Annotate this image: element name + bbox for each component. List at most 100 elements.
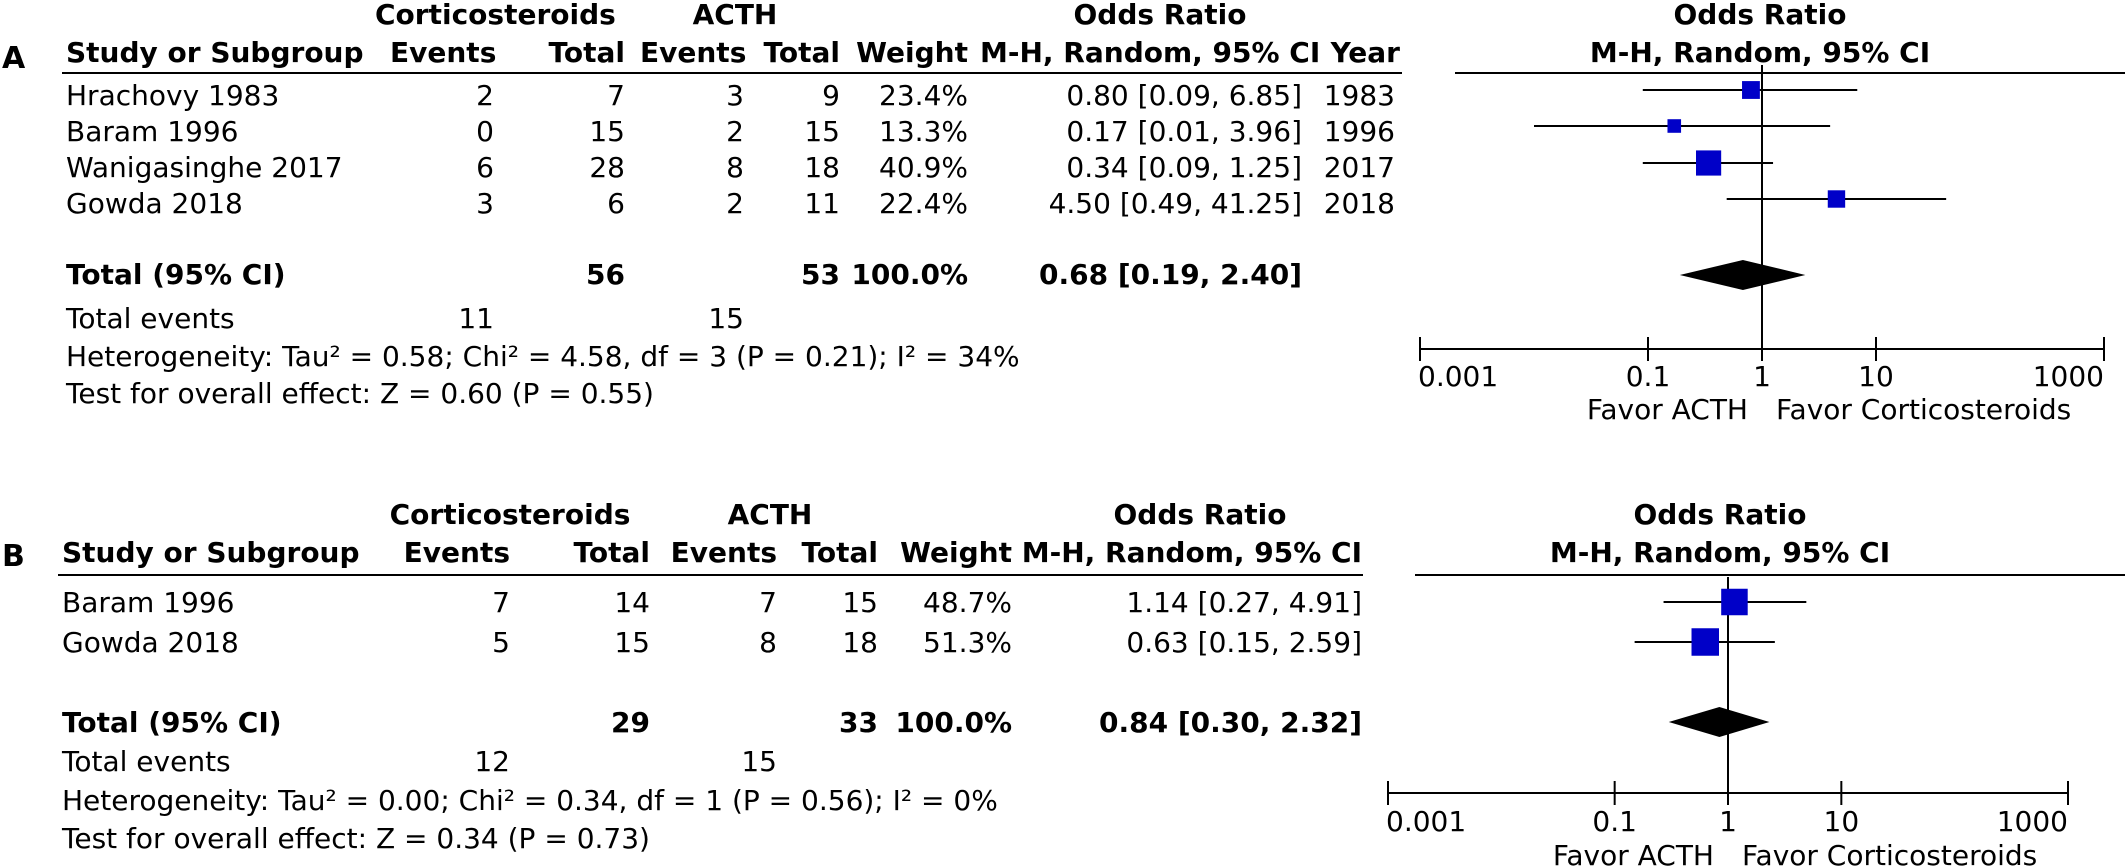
column-header-study: Study or Subgroup (62, 536, 360, 569)
column-header-exp-total: Total (573, 536, 651, 569)
odds-ratio-ci-cell: 0.63 [0.15, 2.59] (1126, 626, 1362, 659)
overall-effect-text: Test for overall effect: Z = 0.34 (P = 0… (62, 822, 650, 855)
pooled-estimate-diamond (1668, 707, 1770, 737)
odds-ratio-ci-cell: 0.17 [0.01, 3.96] (1066, 115, 1302, 148)
study-point-estimate (1827, 190, 1846, 208)
odds-ratio-ci-cell: 1.14 [0.27, 4.91] (1126, 586, 1362, 619)
exp-events-cell: 3 (476, 187, 494, 220)
exp-total-cell: 14 (614, 586, 650, 619)
column-header-ctl-events: Events (670, 536, 777, 569)
study-point-estimate (1695, 150, 1722, 176)
weight-cell: 40.9% (879, 151, 968, 184)
column-header-study: Study or Subgroup (66, 36, 364, 69)
total-label: Total (95% CI) (66, 258, 286, 291)
x-axis-tick-label: 0.1 (1592, 805, 1637, 838)
ctl-events-cell: 8 (726, 151, 744, 184)
total-exp-total: 29 (611, 706, 650, 739)
study-name: Wanigasinghe 2017 (66, 151, 343, 184)
total-events-ctl: 15 (741, 745, 777, 778)
x-axis-tick-label: 0.001 (1386, 805, 1466, 838)
forest-plot-a: 0.001 0.1 1 10 1000 Favor ACTH Favor Corticost… (1418, 65, 2105, 426)
ctl-total-cell: 15 (842, 586, 878, 619)
ctl-total-cell: 18 (842, 626, 878, 659)
total-ctl-total: 53 (801, 258, 840, 291)
study-point-estimate (1667, 119, 1682, 133)
column-header-weight: Weight (856, 36, 968, 69)
ctl-events-cell: 8 (759, 626, 777, 659)
study-name: Baram 1996 (62, 586, 235, 619)
group-header-odds-ratio-plot: Odds Ratio (1673, 0, 1847, 31)
column-header-ctl-events: Events (640, 36, 747, 69)
column-header-exp-events: Events (403, 536, 510, 569)
ctl-total-cell: 9 (822, 79, 840, 112)
header-rule-table (58, 574, 1363, 576)
exp-events-cell: 6 (476, 151, 494, 184)
ctl-total-cell: 15 (804, 115, 840, 148)
favor-corticosteroids-label: Favor Corticosteroids (1742, 839, 2037, 867)
group-header-odds-ratio-text: Odds Ratio (1113, 498, 1287, 531)
exp-events-cell: 2 (476, 79, 494, 112)
total-ctl-total: 33 (839, 706, 878, 739)
x-axis-tick-label: 1000 (2033, 360, 2104, 393)
total-odds-ratio-ci: 0.68 [0.19, 2.40] (1039, 258, 1302, 291)
total-weight: 100.0% (895, 706, 1012, 739)
favor-acth-label: Favor ACTH (1587, 393, 1748, 426)
forest-plot-panel-a: A Corticosteroids ACTH Odds Ratio Odds R… (0, 0, 2128, 430)
odds-ratio-ci-cell: 4.50 [0.49, 41.25] (1048, 187, 1302, 220)
column-header-plot-method: M-H, Random, 95% CI (1589, 36, 1931, 69)
exp-events-cell: 5 (492, 626, 510, 659)
forest-plot-panel-b: B Corticosteroids ACTH Odds Ratio Odds R… (0, 498, 2128, 867)
weight-cell: 13.3% (879, 115, 968, 148)
header-rule-plot (1415, 574, 2125, 576)
study-name: Gowda 2018 (66, 187, 243, 220)
group-header-acth: ACTH (727, 498, 813, 531)
study-point-estimate (1721, 588, 1748, 616)
exp-total-cell: 28 (589, 151, 625, 184)
weight-cell: 51.3% (923, 626, 1012, 659)
total-exp-total: 56 (586, 258, 625, 291)
exp-total-cell: 15 (589, 115, 625, 148)
odds-ratio-ci-cell: 0.80 [0.09, 6.85] (1066, 79, 1302, 112)
weight-cell: 23.4% (879, 79, 968, 112)
year-cell: 1983 (1323, 79, 1395, 112)
header-rule-plot (1455, 72, 2125, 74)
weight-cell: 22.4% (879, 187, 968, 220)
weight-cell: 48.7% (923, 586, 1012, 619)
column-header-exp-total: Total (548, 36, 626, 69)
group-header-odds-ratio-plot: Odds Ratio (1633, 498, 1807, 531)
total-events-label: Total events (62, 745, 231, 778)
column-header-or-method: M-H, Random, 95% CI (1021, 536, 1362, 569)
favor-acth-label: Favor ACTH (1553, 839, 1714, 867)
study-name: Hrachovy 1983 (66, 79, 280, 112)
heterogeneity-text: Heterogeneity: Tau² = 0.00; Chi² = 0.34,… (62, 784, 998, 817)
column-header-year: Year (1330, 36, 1400, 69)
column-header-ctl-total: Total (763, 36, 841, 69)
header-rule-table (62, 72, 1402, 74)
column-header-ctl-total: Total (801, 536, 879, 569)
total-events-exp: 11 (458, 302, 494, 335)
panel-label: A (2, 41, 26, 76)
forest-plot-b: 0.001 0.1 1 10 1000 Favor ACTH Favor Corticost… (1386, 577, 2069, 867)
exp-total-cell: 7 (607, 79, 625, 112)
column-header-weight: Weight (900, 536, 1012, 569)
study-point-estimate (1742, 81, 1760, 99)
total-weight: 100.0% (851, 258, 968, 291)
x-axis-tick-label: 0.1 (1626, 360, 1671, 393)
group-header-acth: ACTH (692, 0, 778, 31)
total-odds-ratio-ci: 0.84 [0.30, 2.32] (1099, 706, 1362, 739)
total-events-label: Total events (66, 302, 235, 335)
total-events-ctl: 15 (708, 302, 744, 335)
favor-corticosteroids-label: Favor Corticosteroids (1776, 393, 2071, 426)
study-point-estimate (1691, 628, 1720, 656)
group-header-corticosteroids: Corticosteroids (375, 0, 616, 31)
group-header-odds-ratio-text: Odds Ratio (1073, 0, 1247, 31)
year-cell: 1996 (1323, 115, 1395, 148)
pooled-estimate-diamond (1679, 260, 1806, 290)
exp-events-cell: 0 (476, 115, 494, 148)
x-axis-tick-label: 10 (1824, 805, 1860, 838)
heterogeneity-text: Heterogeneity: Tau² = 0.58; Chi² = 4.58,… (66, 340, 1020, 373)
exp-events-cell: 7 (492, 586, 510, 619)
group-header-corticosteroids: Corticosteroids (389, 498, 631, 531)
panel-label: B (2, 539, 25, 574)
total-events-exp: 12 (474, 745, 510, 778)
